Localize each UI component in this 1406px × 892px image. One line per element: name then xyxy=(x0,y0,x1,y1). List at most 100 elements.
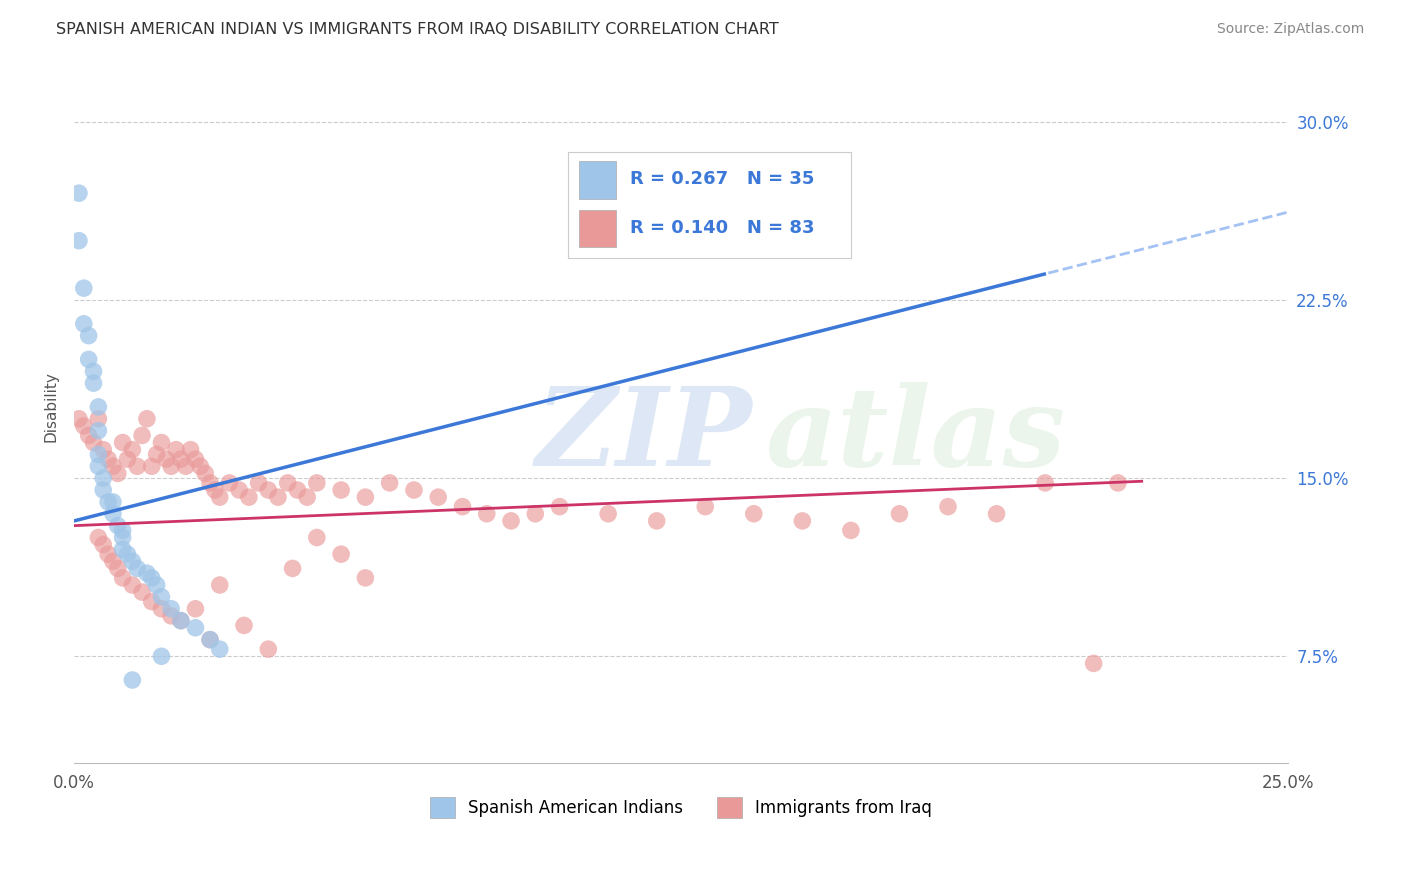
Point xyxy=(160,608,183,623)
Point xyxy=(87,424,110,438)
Point xyxy=(695,500,717,514)
Point xyxy=(117,452,139,467)
Point xyxy=(135,411,157,425)
Text: R = 0.140   N = 83: R = 0.140 N = 83 xyxy=(630,219,815,237)
Point xyxy=(87,447,110,461)
Point xyxy=(170,614,193,628)
Point xyxy=(170,452,193,467)
Text: SPANISH AMERICAN INDIAN VS IMMIGRANTS FROM IRAQ DISABILITY CORRELATION CHART: SPANISH AMERICAN INDIAN VS IMMIGRANTS FR… xyxy=(56,22,779,37)
Point xyxy=(111,531,134,545)
Point xyxy=(141,571,163,585)
Point xyxy=(170,614,193,628)
Point xyxy=(127,561,149,575)
Point xyxy=(73,317,96,331)
Point xyxy=(839,524,862,538)
Text: Source: ZipAtlas.com: Source: ZipAtlas.com xyxy=(1216,22,1364,37)
Point xyxy=(198,632,221,647)
Point xyxy=(305,531,328,545)
Point xyxy=(277,475,299,490)
Point xyxy=(330,483,353,497)
Point xyxy=(91,538,114,552)
Point xyxy=(150,601,173,615)
Point xyxy=(218,475,240,490)
Point xyxy=(135,566,157,581)
Point xyxy=(145,447,167,461)
Point xyxy=(598,507,620,521)
Point xyxy=(936,500,959,514)
Point xyxy=(97,452,120,467)
Point xyxy=(645,514,668,528)
Point xyxy=(83,376,105,391)
Point xyxy=(87,411,110,425)
Point xyxy=(121,578,143,592)
Point xyxy=(194,467,217,481)
Point xyxy=(228,483,250,497)
Point xyxy=(267,490,290,504)
Point xyxy=(204,483,226,497)
Point xyxy=(184,601,207,615)
Point xyxy=(117,547,139,561)
Point xyxy=(111,571,134,585)
Point xyxy=(141,459,163,474)
Point xyxy=(184,452,207,467)
Point xyxy=(198,475,221,490)
Point xyxy=(180,442,202,457)
Point xyxy=(257,642,280,657)
Point xyxy=(97,495,120,509)
Point xyxy=(475,507,498,521)
Point xyxy=(67,234,90,248)
Point xyxy=(91,442,114,457)
Point xyxy=(184,621,207,635)
Point xyxy=(127,459,149,474)
Point xyxy=(330,547,353,561)
Point xyxy=(101,554,124,568)
Point xyxy=(121,673,143,687)
Point xyxy=(188,459,211,474)
Point xyxy=(889,507,911,521)
Point xyxy=(198,632,221,647)
Point xyxy=(141,594,163,608)
Point xyxy=(101,495,124,509)
Point xyxy=(77,328,100,343)
Point xyxy=(67,186,90,201)
Point xyxy=(150,590,173,604)
Point xyxy=(73,281,96,295)
Point xyxy=(121,442,143,457)
Point xyxy=(150,649,173,664)
Point xyxy=(107,518,129,533)
Point xyxy=(77,428,100,442)
Point xyxy=(305,475,328,490)
Point xyxy=(281,561,304,575)
Point xyxy=(354,490,377,504)
Point xyxy=(287,483,309,497)
Point xyxy=(247,475,270,490)
Point xyxy=(986,507,1008,521)
Point xyxy=(97,547,120,561)
Legend: Spanish American Indians, Immigrants from Iraq: Spanish American Indians, Immigrants fro… xyxy=(422,789,941,826)
Point xyxy=(1083,657,1105,671)
Point xyxy=(174,459,197,474)
Point xyxy=(91,483,114,497)
Bar xyxy=(579,161,616,199)
Point xyxy=(524,507,547,521)
Point xyxy=(233,618,256,632)
Point xyxy=(378,475,401,490)
Point xyxy=(354,571,377,585)
Point xyxy=(67,411,90,425)
Point xyxy=(131,428,153,442)
Text: R = 0.267   N = 35: R = 0.267 N = 35 xyxy=(630,170,814,188)
Point xyxy=(499,514,522,528)
Point xyxy=(155,452,177,467)
Point xyxy=(101,507,124,521)
Point xyxy=(451,500,474,514)
Y-axis label: Disability: Disability xyxy=(44,371,58,442)
Point xyxy=(165,442,187,457)
Point xyxy=(83,364,105,378)
Point xyxy=(87,400,110,414)
Point xyxy=(111,524,134,538)
Point xyxy=(402,483,425,497)
Point xyxy=(73,418,96,433)
Point xyxy=(238,490,260,504)
Point xyxy=(111,435,134,450)
Bar xyxy=(579,211,616,247)
